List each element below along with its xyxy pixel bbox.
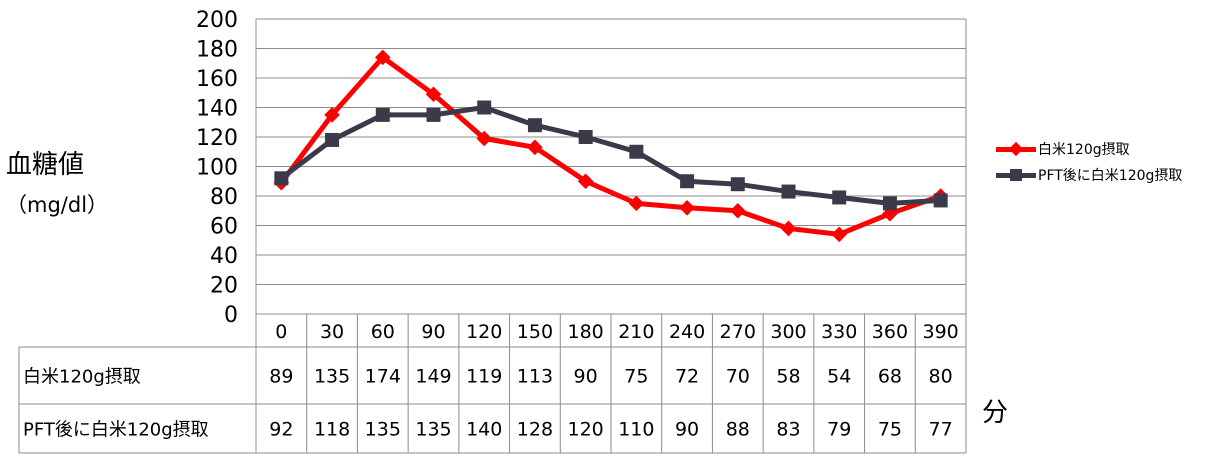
x-tick-label: 150: [517, 321, 553, 343]
data-point: [679, 200, 695, 216]
table-cell-value: 149: [415, 366, 451, 388]
series-line: [279, 105, 941, 206]
table-cell-value: 88: [726, 419, 750, 441]
data-point: [680, 174, 695, 189]
y-tick-label: 60: [210, 215, 238, 240]
x-tick-label: 0: [275, 321, 287, 343]
series-line: [279, 54, 942, 237]
data-point: [426, 107, 441, 122]
legend-label-2: PFT後に白米120g摂取: [1038, 168, 1183, 184]
table-cell-value: 79: [827, 419, 851, 441]
y-axis-unit: （mg/dl）: [6, 193, 109, 217]
data-point: [578, 130, 593, 144]
x-tick-label: 300: [770, 321, 806, 343]
table-cell-value: 128: [517, 419, 553, 441]
table-cell-value: 77: [929, 419, 953, 441]
data-point: [781, 184, 796, 199]
y-tick-label: 120: [196, 126, 238, 151]
table-cell-value: 54: [827, 366, 851, 388]
x-tick-label: 240: [669, 321, 705, 343]
data-point: [629, 144, 644, 159]
y-tick-label: 140: [196, 97, 238, 122]
x-tick-label: 90: [421, 321, 445, 343]
table-cell-value: 90: [675, 419, 699, 441]
y-tick-label: 160: [196, 67, 238, 92]
table-cell-value: 75: [878, 419, 902, 441]
y-tick-label: 200: [196, 8, 238, 33]
data-point: [274, 171, 289, 186]
table-cell-value: 83: [776, 419, 800, 441]
table-row-label: 白米120g摂取: [23, 367, 141, 388]
data-point: [628, 195, 645, 212]
data-point: [730, 177, 745, 192]
data-point: [882, 196, 897, 211]
data-point: [831, 226, 847, 243]
legend-swatch-1: [996, 140, 1036, 158]
data-point: [325, 132, 340, 147]
y-axis-label: 血糖値 （mg/dl）: [6, 145, 108, 225]
table-cell-value: 119: [466, 366, 502, 388]
x-axis-unit: 分: [982, 398, 1009, 428]
data-point: [476, 130, 492, 147]
y-tick-label: 180: [196, 38, 238, 63]
table-cell-value: 80: [929, 366, 953, 388]
x-tick-label: 120: [466, 321, 502, 343]
table-cell-value: 58: [776, 366, 800, 388]
legend-item-2: PFT後に白米120g摂取: [996, 162, 1182, 188]
table-cell-value: 135: [365, 419, 401, 441]
table-row-label: PFT後に白米120g摂取: [23, 420, 209, 441]
table-cell-value: 118: [314, 419, 350, 441]
data-point: [477, 100, 492, 115]
y-tick-label: 80: [210, 185, 238, 210]
table-cell-value: 72: [675, 366, 699, 388]
table-cell-value: 135: [314, 366, 350, 388]
legend: 白米120g摂取 PFT後に白米120g摂取: [996, 136, 1182, 188]
data-point: [375, 107, 390, 122]
data-point: [933, 193, 948, 208]
x-tick-label: 360: [872, 321, 908, 343]
x-tick-label: 270: [720, 321, 756, 343]
x-tick-label: 390: [923, 321, 959, 343]
table-cell-value: 113: [517, 366, 553, 388]
data-point: [577, 173, 594, 190]
data-point: [832, 190, 847, 205]
legend-label-1: 白米120g摂取: [1038, 142, 1130, 158]
table-cell-value: 120: [568, 419, 604, 441]
data-point: [527, 118, 542, 133]
table-cell-value: 135: [415, 419, 451, 441]
table-cell-value: 90: [574, 366, 598, 388]
data-point: [527, 139, 543, 156]
legend-item-1: 白米120g摂取: [996, 136, 1182, 162]
x-tick-label: 30: [320, 321, 344, 343]
table-cell-value: 89: [269, 366, 293, 388]
x-tick-label: 210: [618, 321, 654, 343]
x-tick-label: 60: [371, 321, 395, 343]
y-tick-label: 40: [210, 244, 238, 269]
table-cell-value: 140: [466, 419, 502, 441]
y-tick-label: 0: [224, 303, 238, 328]
data-point: [730, 202, 746, 219]
table-cell-value: 110: [618, 419, 654, 441]
x-tick-label: 330: [821, 321, 857, 343]
y-tick-label: 20: [210, 274, 238, 299]
table-cell-value: 70: [726, 366, 750, 388]
table-cell-value: 174: [365, 366, 401, 388]
table-cell-value: 75: [624, 366, 648, 388]
legend-swatch-2: [996, 166, 1036, 184]
y-tick-label: 100: [196, 156, 238, 181]
data-point: [780, 220, 797, 237]
table-cell-value: 68: [878, 366, 902, 388]
x-tick-label: 180: [568, 321, 604, 343]
table-cell-value: 92: [269, 419, 293, 441]
